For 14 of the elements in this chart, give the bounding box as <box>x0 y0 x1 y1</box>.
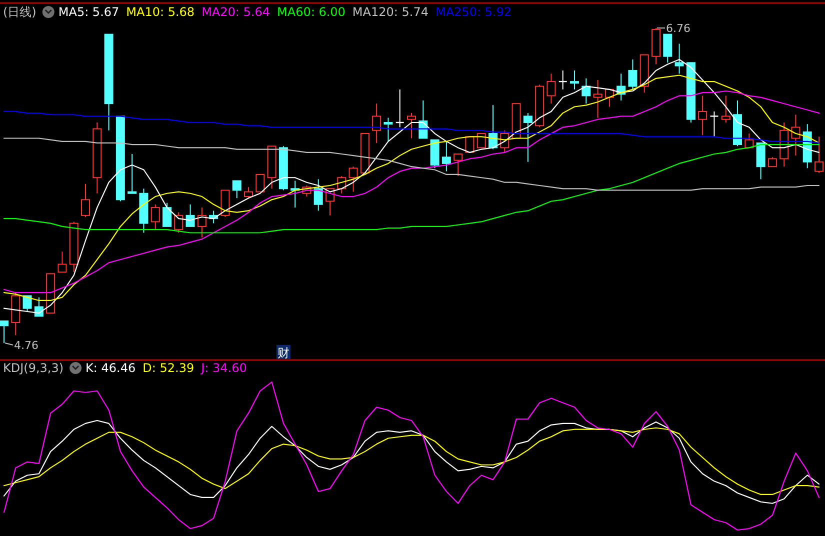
annotation: 6.76 <box>666 22 690 35</box>
text: MA60: 6.00 <box>277 5 346 19</box>
text: MA120: 5.74 <box>352 5 428 19</box>
annotation: 4.76 <box>14 339 38 352</box>
text: MA250: 5.92 <box>435 5 512 19</box>
text: MA10: 5.68 <box>126 5 195 19</box>
text: K: 46.46 <box>86 361 136 375</box>
text: 财 <box>277 346 290 360</box>
series-label: J: 34.60 <box>200 361 247 375</box>
chart-title: KDJ(9,3,3) <box>3 361 64 375</box>
chart-title: (日线) <box>3 5 36 19</box>
text: D: 52.39 <box>142 361 194 375</box>
text: MA5: 5.67 <box>58 5 120 19</box>
text: MA20: 5.64 <box>202 5 270 19</box>
